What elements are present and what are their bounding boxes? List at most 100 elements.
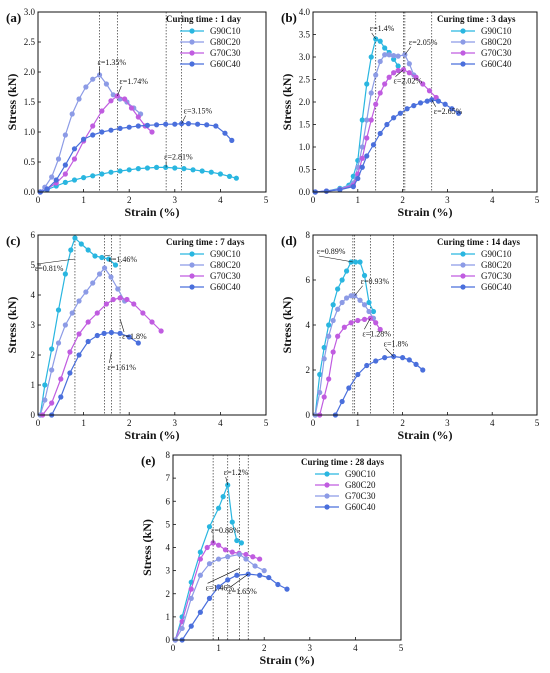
data-point: [126, 124, 132, 130]
data-point: [339, 277, 345, 283]
data-point: [42, 382, 48, 388]
data-point: [101, 265, 108, 271]
annotation-arrow: [385, 348, 394, 357]
data-point: [81, 175, 87, 181]
series-line-G60C40: [51, 331, 139, 416]
x-tick-label: 2: [127, 195, 132, 205]
data-point: [337, 187, 343, 193]
annotation-arrow: [181, 115, 186, 124]
data-point: [213, 123, 219, 129]
data-point: [62, 132, 68, 138]
data-point: [359, 144, 365, 150]
legend-label: G60C40: [345, 502, 376, 512]
data-point: [335, 286, 341, 292]
legend-label: G80C20: [345, 480, 376, 490]
data-point: [357, 259, 363, 265]
data-point: [68, 247, 74, 253]
data-point: [128, 105, 135, 111]
data-point: [391, 70, 397, 76]
legend-swatch-marker: [460, 50, 466, 56]
data-point: [90, 123, 96, 129]
data-point: [117, 168, 123, 174]
annotation-label: ε=0.93%: [361, 277, 390, 286]
y-axis-label: Stress (kN): [5, 74, 19, 131]
y-tick-label: 5: [166, 519, 171, 529]
data-point: [106, 256, 112, 262]
data-point: [317, 371, 323, 378]
data-point: [321, 344, 327, 351]
data-point: [71, 156, 78, 162]
data-point: [370, 308, 377, 315]
data-point: [364, 362, 370, 369]
data-point: [115, 286, 121, 292]
data-point: [76, 96, 82, 102]
data-point: [149, 319, 155, 325]
legend-label: G70C30: [345, 491, 376, 501]
panel-b: ε=1.4% ε=2.05% ε=2.02% ε=2.65% 0 1 2 3 4 5 0.0 0.5 1…: [280, 7, 540, 219]
legend-swatch-marker: [189, 39, 195, 45]
annotation-label: ε=1.46%: [109, 255, 138, 264]
data-point: [53, 177, 59, 183]
y-tick-label: 1: [31, 380, 36, 390]
data-point: [266, 574, 272, 581]
data-point: [323, 188, 330, 194]
data-point: [330, 349, 336, 355]
data-point: [341, 324, 347, 330]
data-point: [359, 164, 365, 170]
legend-label: G80C20: [210, 37, 241, 47]
legend-swatch-marker: [460, 61, 466, 67]
y-tick-label: 8: [166, 450, 171, 460]
data-point: [197, 572, 203, 578]
annotation-label: ε=1.8%: [122, 332, 147, 341]
data-point: [373, 101, 379, 107]
panel-label: (d): [281, 233, 297, 248]
x-tick-label: 0: [311, 195, 316, 205]
data-point: [346, 385, 352, 391]
data-point: [426, 88, 433, 94]
y-axis-label: Stress (kN): [280, 297, 294, 354]
data-point: [377, 130, 383, 137]
data-point: [386, 52, 392, 58]
legend-swatch-marker: [189, 284, 195, 290]
data-point: [321, 356, 327, 362]
data-point: [188, 595, 194, 601]
data-point: [234, 537, 240, 544]
panel-label: (c): [6, 233, 20, 248]
data-point: [99, 129, 105, 135]
data-point: [348, 293, 354, 299]
data-point: [81, 136, 87, 142]
annotation-arrow: [36, 258, 75, 265]
data-point: [368, 54, 374, 60]
legend-swatch-marker: [460, 39, 466, 45]
data-point: [206, 595, 213, 601]
data-point: [76, 352, 82, 358]
data-point: [58, 394, 64, 400]
x-tick-label: 5: [264, 195, 269, 205]
legend-label: G90C10: [210, 249, 241, 259]
y-tick-label: 2.0: [24, 67, 36, 77]
x-tick-label: 1: [81, 195, 86, 205]
annotation-label: ε=1.74%: [119, 77, 148, 86]
annotation-label: ε=2.81%: [164, 152, 193, 161]
data-point: [382, 81, 388, 87]
data-point: [364, 117, 370, 123]
data-point: [217, 171, 223, 177]
data-point: [216, 542, 222, 548]
legend-label: G80C20: [210, 260, 241, 270]
data-point: [344, 268, 350, 274]
data-point: [124, 296, 130, 303]
legend-swatch-marker: [189, 262, 195, 268]
legend-title: Curing time : 7 days: [166, 237, 245, 247]
annotation-label: ε=3.15%: [184, 107, 213, 116]
data-point: [386, 74, 392, 80]
annotation-label: ε=1.8%: [384, 340, 409, 349]
data-point: [404, 106, 410, 112]
x-tick-label: 0: [36, 418, 41, 428]
y-tick-label: 0: [31, 410, 36, 420]
legend-label: G90C10: [210, 26, 241, 36]
x-axis-label: Strain (%): [125, 205, 180, 219]
data-point: [395, 53, 401, 59]
data-point: [96, 271, 103, 277]
legend-swatch-marker: [189, 251, 195, 257]
